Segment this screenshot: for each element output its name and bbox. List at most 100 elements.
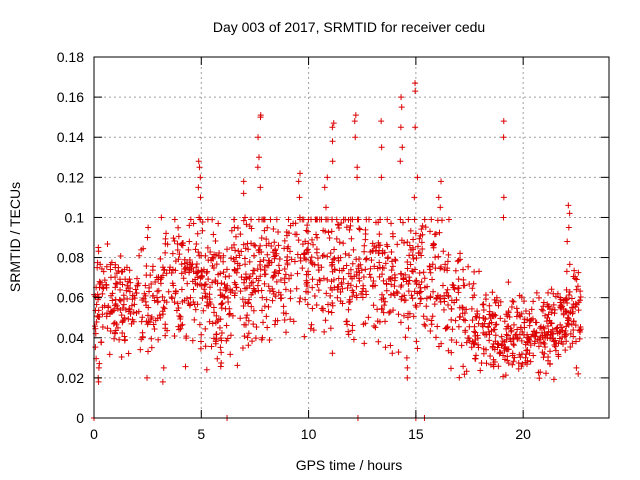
data-point xyxy=(184,280,191,287)
data-point xyxy=(197,338,204,345)
data-point xyxy=(266,337,273,344)
data-point xyxy=(365,314,372,321)
data-point xyxy=(380,295,387,302)
data-point xyxy=(395,311,402,318)
data-point xyxy=(421,216,428,223)
data-point xyxy=(93,301,100,308)
data-point xyxy=(367,274,374,281)
data-point xyxy=(434,323,441,330)
data-point xyxy=(378,305,385,312)
data-point xyxy=(434,292,441,299)
data-point xyxy=(497,298,504,305)
data-point xyxy=(359,294,366,301)
data-point xyxy=(325,301,332,308)
data-point xyxy=(255,154,262,161)
data-point xyxy=(389,263,396,270)
data-point xyxy=(153,294,160,301)
data-point xyxy=(224,246,231,253)
data-point xyxy=(148,335,155,342)
data-point xyxy=(187,216,194,223)
data-point xyxy=(280,303,287,310)
data-point xyxy=(417,295,424,302)
data-point xyxy=(126,267,133,274)
data-point xyxy=(536,375,543,382)
data-point xyxy=(302,296,309,303)
data-point xyxy=(390,307,397,314)
data-point xyxy=(212,338,219,345)
data-point xyxy=(386,309,393,316)
data-point xyxy=(397,283,404,290)
data-point xyxy=(574,283,581,290)
data-point xyxy=(498,342,505,349)
data-point xyxy=(379,291,386,298)
data-point xyxy=(350,289,357,296)
data-point xyxy=(390,290,397,297)
data-point xyxy=(572,322,579,329)
data-point xyxy=(148,344,155,351)
data-point xyxy=(152,279,159,286)
data-point xyxy=(569,304,576,311)
data-point xyxy=(531,328,538,335)
y-tick-label: 0.14 xyxy=(57,129,84,145)
data-point xyxy=(363,255,370,262)
data-point xyxy=(492,312,499,319)
data-point xyxy=(228,227,235,234)
data-point xyxy=(382,318,389,325)
data-point xyxy=(169,295,176,302)
data-point xyxy=(198,267,205,274)
data-point xyxy=(243,314,250,321)
data-point xyxy=(527,358,534,365)
data-point xyxy=(182,269,189,276)
data-point xyxy=(503,325,510,332)
data-point xyxy=(142,292,149,299)
data-point xyxy=(365,216,372,223)
data-point xyxy=(419,245,426,252)
data-point xyxy=(178,270,185,277)
data-point xyxy=(432,334,439,341)
data-point xyxy=(541,325,548,332)
data-point xyxy=(223,322,230,329)
data-point xyxy=(129,292,136,299)
data-point xyxy=(107,308,114,315)
x-tick-label: 20 xyxy=(515,426,531,442)
data-point xyxy=(419,222,426,229)
data-point xyxy=(117,279,124,286)
data-point xyxy=(453,296,460,303)
data-point xyxy=(199,295,206,302)
data-point xyxy=(251,267,258,274)
data-point xyxy=(181,297,188,304)
data-point xyxy=(346,226,353,233)
data-point xyxy=(406,274,413,281)
data-point xyxy=(421,321,428,328)
data-point xyxy=(248,291,255,298)
data-point xyxy=(429,313,436,320)
data-point xyxy=(265,257,272,264)
data-point xyxy=(374,318,381,325)
data-point xyxy=(215,271,222,278)
data-point xyxy=(566,261,573,268)
data-point xyxy=(185,300,192,307)
data-point xyxy=(575,269,582,276)
data-point xyxy=(214,318,221,325)
data-point xyxy=(435,194,442,201)
data-point xyxy=(330,256,337,263)
data-point xyxy=(180,275,187,282)
data-point xyxy=(303,256,310,263)
data-point xyxy=(474,335,481,342)
data-point xyxy=(340,216,347,223)
data-point xyxy=(448,316,455,323)
data-point xyxy=(216,250,223,257)
data-point xyxy=(517,354,524,361)
data-point xyxy=(202,343,209,350)
data-point xyxy=(265,303,272,310)
data-point xyxy=(333,216,340,223)
data-point xyxy=(172,287,179,294)
data-point xyxy=(383,280,390,287)
data-point xyxy=(329,124,336,131)
data-point xyxy=(416,235,423,242)
data-point xyxy=(245,342,252,349)
data-point xyxy=(556,335,563,342)
data-point xyxy=(163,230,170,237)
data-point xyxy=(171,299,178,306)
data-point xyxy=(296,298,303,305)
